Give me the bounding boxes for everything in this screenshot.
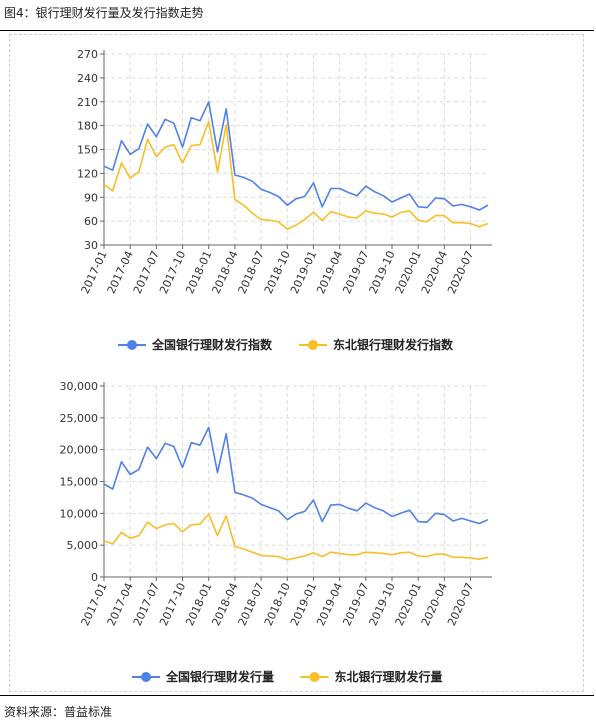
y-tick-label: 90 [84,191,98,204]
y-tick-label: 180 [77,120,98,133]
y-tick-label: 270 [77,48,98,61]
y-tick-label: 30 [84,239,98,252]
legend-item-label: 东北银行理财发行量 [335,669,443,684]
y-tick-label: 210 [77,96,98,109]
series-line-northeast [103,120,489,230]
y-tick-label: 0 [91,571,98,584]
series-line-northeast [103,513,489,561]
top-rule [0,30,594,31]
y-tick-label: 15,000 [60,476,99,489]
y-tick-label: 10,000 [60,507,99,520]
figure-title: 图4：银行理财发行量及发行指数走势 [4,6,204,20]
legend-item-label: 全国银行理财发行指数 [151,337,273,352]
legend-item-label: 全国银行理财发行量 [165,669,274,684]
series-line-national [103,426,489,525]
legend-marker-icon [141,672,151,682]
y-tick-label: 120 [77,167,98,180]
y-tick-label: 150 [77,144,98,157]
y-tick-label: 240 [77,72,98,85]
chart-frame [9,34,584,692]
y-tick-label: 5,000 [67,539,99,552]
y-tick-label: 60 [84,215,98,228]
y-tick-label: 20,000 [60,444,99,457]
legend-item-label: 东北银行理财发行指数 [333,337,454,352]
source-note: 资料来源：普益标准 [4,705,113,719]
x-tick-label: 2020-07 [445,581,476,628]
y-tick-label: 30,000 [60,380,99,393]
bottom-rule [0,695,594,696]
legend-marker-icon [309,672,320,682]
series-line-national [103,101,489,211]
y-tick-label: 25,000 [60,412,99,425]
legend-marker-icon [127,340,137,350]
legend-marker-icon [308,340,318,350]
